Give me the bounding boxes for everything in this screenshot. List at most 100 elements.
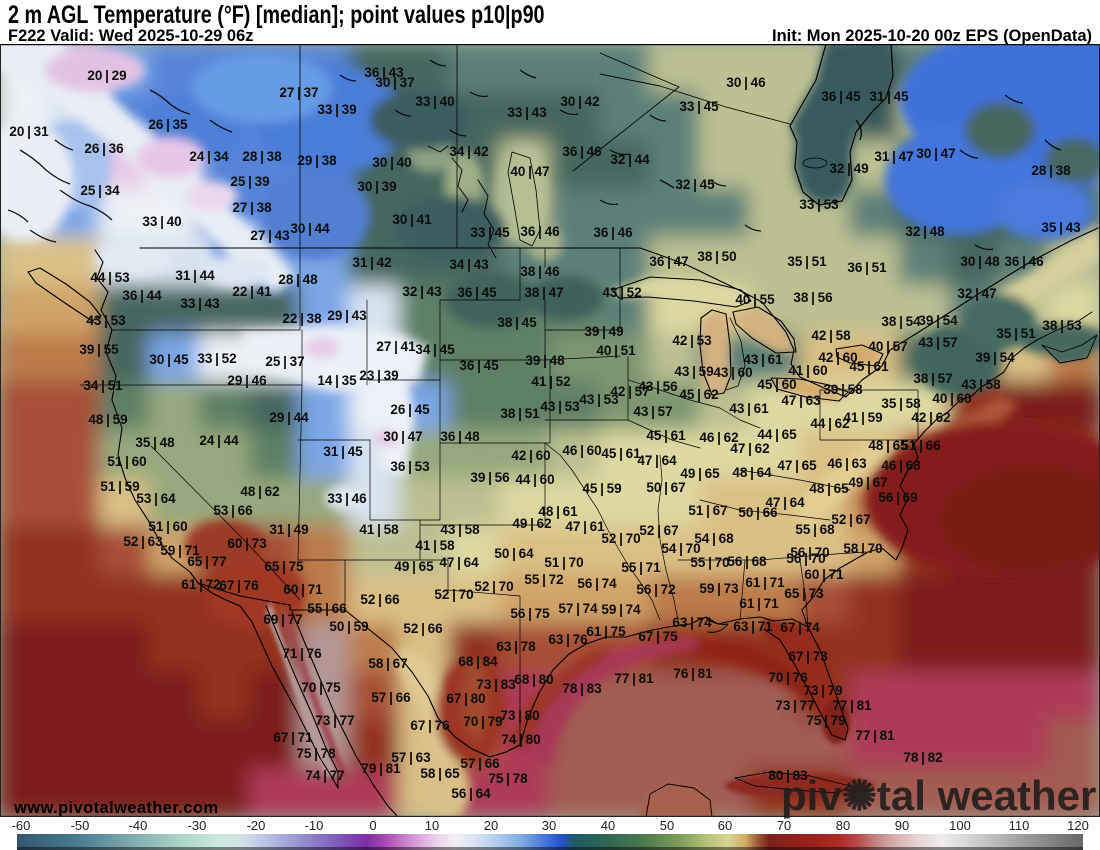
svg-text:36 | 45: 36 | 45 — [459, 358, 499, 373]
svg-text:56 | 72: 56 | 72 — [636, 582, 675, 597]
svg-text:56 | 75: 56 | 75 — [510, 606, 550, 621]
svg-text:43 | 61: 43 | 61 — [729, 401, 769, 416]
svg-text:35 | 43: 35 | 43 — [1041, 220, 1081, 235]
svg-text:47 | 64: 47 | 64 — [439, 555, 479, 570]
svg-text:43 | 53: 43 | 53 — [579, 392, 619, 407]
svg-text:28 | 38: 28 | 38 — [242, 149, 282, 164]
svg-text:20 | 31: 20 | 31 — [9, 124, 49, 139]
svg-text:51 | 67: 51 | 67 — [688, 503, 727, 518]
svg-text:78 | 83: 78 | 83 — [562, 681, 602, 696]
svg-text:22 | 38: 22 | 38 — [282, 311, 322, 326]
svg-text:26 | 36: 26 | 36 — [84, 141, 124, 156]
svg-text:48 | 59: 48 | 59 — [88, 412, 127, 427]
svg-text:59 | 74: 59 | 74 — [601, 602, 641, 617]
svg-text:30 | 45: 30 | 45 — [149, 352, 189, 367]
svg-text:34 | 45: 34 | 45 — [415, 342, 455, 357]
svg-text:30 | 47: 30 | 47 — [916, 146, 955, 161]
svg-text:75 | 78: 75 | 78 — [296, 746, 336, 761]
svg-text:40 | 57: 40 | 57 — [868, 339, 907, 354]
svg-text:52 | 66: 52 | 66 — [403, 621, 443, 636]
svg-text:33 | 45: 33 | 45 — [679, 99, 719, 114]
svg-text:52 | 63: 52 | 63 — [123, 534, 163, 549]
svg-text:36 | 44: 36 | 44 — [122, 288, 162, 303]
svg-text:69 | 77: 69 | 77 — [263, 612, 302, 627]
svg-text:36 | 51: 36 | 51 — [847, 260, 887, 275]
svg-text:38 | 57: 38 | 57 — [913, 371, 952, 386]
svg-text:49 | 65: 49 | 65 — [394, 559, 434, 574]
svg-text:30 | 39: 30 | 39 — [357, 179, 396, 194]
svg-text:44 | 62: 44 | 62 — [810, 416, 849, 431]
svg-text:61 | 72: 61 | 72 — [181, 577, 220, 592]
svg-text:56 | 68: 56 | 68 — [727, 554, 767, 569]
svg-text:56 | 70: 56 | 70 — [786, 551, 825, 566]
svg-text:44 | 65: 44 | 65 — [757, 427, 797, 442]
svg-text:30 | 40: 30 | 40 — [372, 155, 411, 170]
svg-text:39 | 58: 39 | 58 — [823, 382, 863, 397]
svg-text:60 | 71: 60 | 71 — [283, 582, 323, 597]
svg-text:56 | 74: 56 | 74 — [577, 576, 617, 591]
svg-text:61 | 75: 61 | 75 — [586, 624, 626, 639]
svg-text:48 | 65: 48 | 65 — [868, 438, 908, 453]
svg-text:55 | 70: 55 | 70 — [690, 555, 729, 570]
svg-text:36 | 53: 36 | 53 — [390, 459, 430, 474]
svg-text:31 | 45: 31 | 45 — [323, 444, 363, 459]
svg-text:59 | 73: 59 | 73 — [699, 581, 739, 596]
svg-text:44 | 60: 44 | 60 — [515, 472, 554, 487]
svg-text:38 | 50: 38 | 50 — [697, 249, 736, 264]
svg-text:33 | 52: 33 | 52 — [197, 351, 236, 366]
svg-text:31 | 45: 31 | 45 — [869, 89, 909, 104]
svg-text:32 | 43: 32 | 43 — [402, 284, 442, 299]
svg-text:43 | 60: 43 | 60 — [713, 365, 752, 380]
svg-text:30 | 37: 30 | 37 — [375, 75, 414, 90]
svg-text:54 | 68: 54 | 68 — [694, 531, 734, 546]
svg-text:36 | 47: 36 | 47 — [649, 254, 688, 269]
svg-text:47 | 64: 47 | 64 — [765, 495, 805, 510]
svg-text:36 | 46: 36 | 46 — [520, 224, 560, 239]
svg-text:27 | 37: 27 | 37 — [279, 85, 318, 100]
svg-text:51 | 60: 51 | 60 — [148, 519, 187, 534]
svg-text:39 | 49: 39 | 49 — [584, 324, 623, 339]
svg-text:67 | 71: 67 | 71 — [273, 730, 313, 745]
svg-text:40 | 55: 40 | 55 — [735, 292, 775, 307]
svg-text:41 | 58: 41 | 58 — [359, 522, 399, 537]
svg-text:77 | 81: 77 | 81 — [855, 728, 895, 743]
svg-text:56 | 69: 56 | 69 — [878, 490, 917, 505]
svg-text:25 | 37: 25 | 37 — [265, 354, 304, 369]
svg-text:51 | 60: 51 | 60 — [107, 454, 146, 469]
svg-text:35 | 51: 35 | 51 — [787, 254, 827, 269]
svg-text:40 | 60: 40 | 60 — [932, 391, 971, 406]
svg-text:33 | 53: 33 | 53 — [799, 197, 839, 212]
svg-text:63 | 78: 63 | 78 — [496, 639, 536, 654]
svg-text:30 | 46: 30 | 46 — [726, 75, 766, 90]
svg-text:33 | 43: 33 | 43 — [180, 296, 220, 311]
svg-text:78 | 82: 78 | 82 — [903, 750, 942, 765]
svg-text:38 | 51: 38 | 51 — [500, 406, 540, 421]
svg-text:45 | 60: 45 | 60 — [757, 377, 796, 392]
svg-text:32 | 48: 32 | 48 — [905, 224, 945, 239]
svg-text:42 | 57: 42 | 57 — [610, 384, 649, 399]
svg-text:50 | 66: 50 | 66 — [738, 505, 778, 520]
svg-text:49 | 65: 49 | 65 — [680, 466, 720, 481]
svg-text:34 | 43: 34 | 43 — [449, 257, 489, 272]
svg-text:57 | 66: 57 | 66 — [371, 690, 411, 705]
svg-text:38 | 56: 38 | 56 — [793, 290, 833, 305]
svg-text:52 | 70: 52 | 70 — [474, 579, 513, 594]
svg-text:32 | 44: 32 | 44 — [610, 152, 650, 167]
svg-text:55 | 66: 55 | 66 — [307, 601, 347, 616]
svg-text:41 | 52: 41 | 52 — [531, 374, 570, 389]
svg-text:53 | 66: 53 | 66 — [213, 503, 253, 518]
svg-text:32 | 49: 32 | 49 — [829, 161, 868, 176]
svg-text:71 | 76: 71 | 76 — [282, 646, 322, 661]
svg-text:55 | 72: 55 | 72 — [524, 572, 563, 587]
svg-text:24 | 44: 24 | 44 — [199, 433, 239, 448]
svg-text:77 | 81: 77 | 81 — [832, 698, 872, 713]
svg-text:36 | 46: 36 | 46 — [562, 144, 602, 159]
svg-text:70 | 79: 70 | 79 — [463, 714, 502, 729]
svg-text:39 | 56: 39 | 56 — [470, 470, 510, 485]
svg-text:48 | 62: 48 | 62 — [240, 484, 279, 499]
svg-text:33 | 43: 33 | 43 — [507, 105, 547, 120]
svg-text:67 | 73: 67 | 73 — [788, 649, 828, 664]
svg-text:44 | 53: 44 | 53 — [90, 270, 130, 285]
svg-text:35 | 58: 35 | 58 — [881, 396, 921, 411]
svg-text:75 | 78: 75 | 78 — [488, 771, 528, 786]
